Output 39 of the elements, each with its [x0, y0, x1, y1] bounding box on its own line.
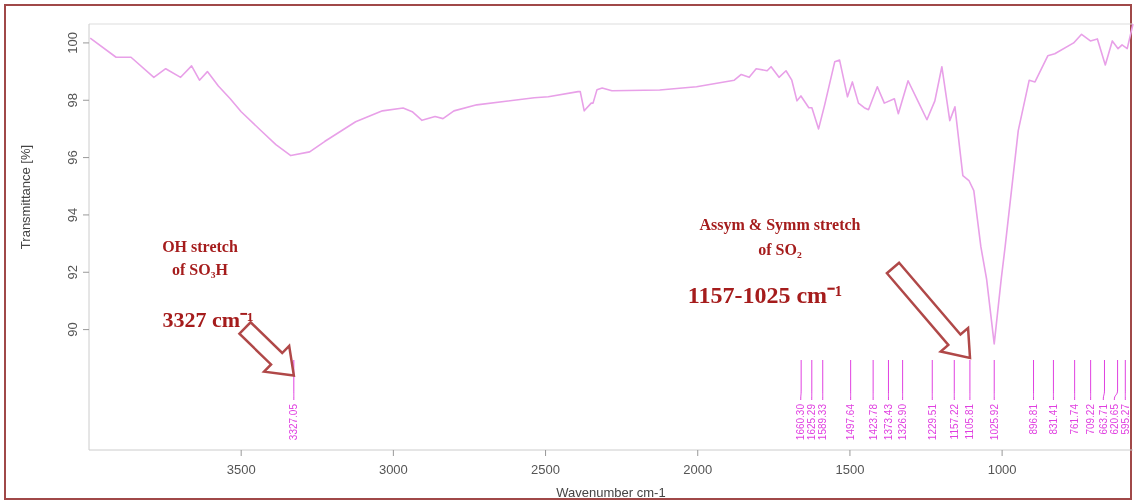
ref-line-label: 1373.43 — [882, 403, 894, 441]
x-tick-label: 3500 — [226, 462, 256, 477]
ref-line-label: 831.41 — [1047, 403, 1059, 435]
ref-line-label: 709.22 — [1085, 403, 1097, 435]
ref-line-label: 896.81 — [1028, 403, 1040, 435]
ref-line-label: 1423.78 — [867, 403, 879, 441]
ref-line-label: 663.71 — [1097, 403, 1109, 435]
annotation: 1157-1025 cm⁻¹ — [687, 282, 843, 308]
ref-line-label: 1660.30 — [795, 403, 807, 441]
ref-line-label: 3327.05 — [288, 403, 300, 441]
y-tick-label: 92 — [65, 265, 80, 280]
y-tick-label: 100 — [65, 32, 80, 54]
annotation: of SO₃H — [172, 261, 229, 278]
ref-line-label: 1497.64 — [845, 403, 857, 441]
x-tick-label: 1000 — [987, 462, 1017, 477]
annotation: of SO₂ — [758, 241, 802, 258]
x-tick-label: 1500 — [835, 462, 865, 477]
ref-line-label: 595.27 — [1119, 403, 1131, 435]
y-tick-label: 94 — [65, 207, 80, 223]
ref-line-label: 1105.81 — [964, 403, 976, 440]
ref-line-label: 620.65 — [1108, 403, 1120, 435]
y-tick-label: 98 — [65, 93, 80, 108]
x-tick-label: 2000 — [683, 462, 713, 477]
annotation: OH stretch — [162, 238, 238, 255]
ref-line-label: 1025.92 — [988, 403, 1000, 441]
x-axis-title: Wavenumber cm-1 — [556, 485, 666, 500]
y-tick-label: 96 — [65, 150, 80, 165]
annotation: Assym & Symm stretch — [699, 216, 861, 234]
ref-line-label: 1229.51 — [926, 403, 938, 441]
y-axis-title: Transmittance [%] — [18, 144, 33, 250]
ref-line-label: 761.74 — [1069, 403, 1081, 435]
ref-line-label: 1589.33 — [817, 403, 829, 441]
ref-line-label: 1157.22 — [948, 403, 960, 440]
y-tick-label: 90 — [65, 322, 80, 337]
x-tick-label: 2500 — [531, 462, 561, 477]
annotation: 3327 cm⁻¹ — [162, 307, 254, 332]
ref-line-label: 1326.90 — [897, 403, 909, 441]
ref-line-label: 1625.29 — [806, 403, 818, 441]
x-tick-label: 3000 — [378, 462, 408, 477]
